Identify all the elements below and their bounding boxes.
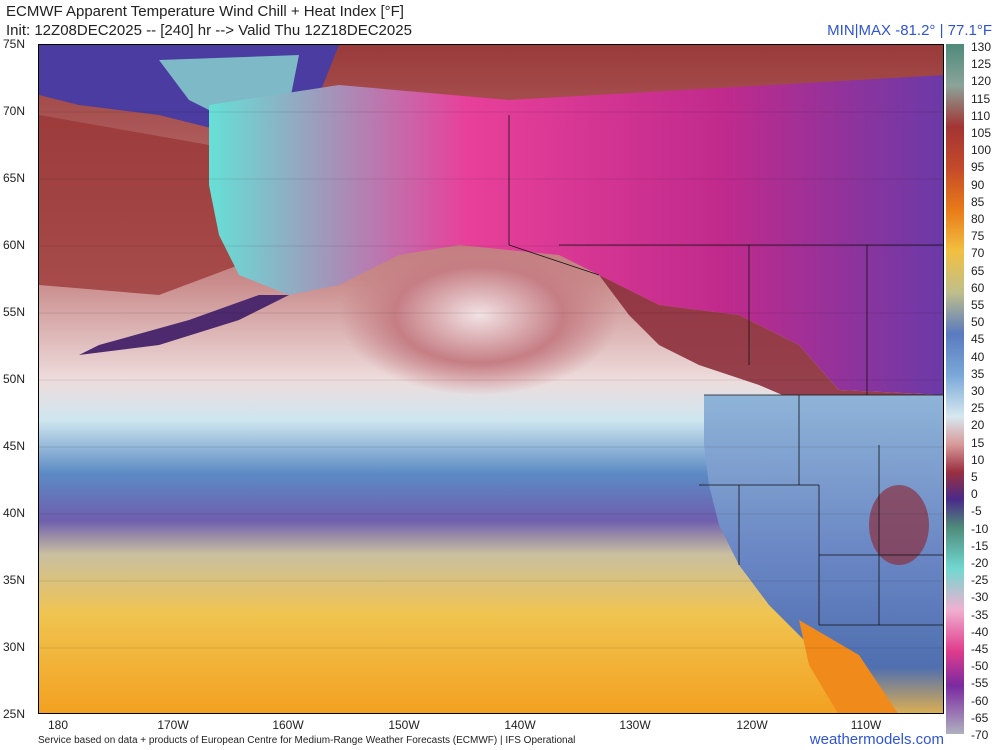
colorbar-tick-label: 60: [971, 280, 985, 295]
colorbar-tick-label: 70: [971, 246, 985, 261]
lon-label: 150W: [388, 718, 420, 732]
colorbar: [946, 44, 964, 734]
lat-label: 35N: [3, 573, 26, 587]
colorbar-tick-label: 85: [971, 194, 985, 209]
colorbar-tick-label: -65: [971, 710, 989, 725]
lat-label: 45N: [3, 439, 26, 453]
political-borders: [508, 115, 943, 626]
colorbar-tick-label: -30: [971, 590, 989, 605]
colorbar-tick-label: -25: [971, 573, 989, 588]
colorbar-tick-label: 0: [971, 487, 978, 502]
lat-label: 60N: [3, 238, 26, 252]
storm-low-feature: [339, 235, 619, 395]
colorbar-tick-label: 10: [971, 452, 985, 467]
colorbar-tick-label: 100: [971, 143, 992, 158]
colorbar-tick-label: 95: [971, 160, 985, 175]
colorbar-tick-label: 35: [971, 366, 985, 381]
colorbar-tick-label: 15: [971, 435, 985, 450]
lat-label: 75N: [3, 37, 26, 51]
colorbar-tick-label: -15: [971, 538, 989, 553]
lon-label: 110W: [850, 718, 882, 732]
rockies-warm-spot: [869, 485, 929, 565]
colorbar-tick-label: -45: [971, 642, 989, 656]
brand-link[interactable]: weathermodels.com: [809, 731, 944, 748]
colorbar-tick-label: 40: [971, 349, 985, 364]
colorbar-tick-label: 65: [971, 263, 985, 278]
min-max-readout: MIN|MAX -81.2° | 77.1°F: [827, 22, 992, 39]
colorbar-tick-label: 120: [971, 74, 992, 89]
colorbar-tick-label: 25: [971, 401, 985, 416]
lon-label: 170W: [157, 718, 189, 732]
lat-label: 65N: [3, 171, 26, 185]
colorbar-tick-label: 5: [971, 470, 978, 484]
baja-warm-region: [799, 620, 898, 713]
lon-label: 130W: [619, 718, 651, 732]
lon-label: 140W: [504, 718, 536, 732]
colorbar-tick-label: 50: [971, 315, 985, 330]
colorbar-tick-label: -50: [971, 659, 989, 674]
colorbar-tick-label: 125: [971, 57, 992, 72]
western-us-land: [704, 395, 943, 713]
lon-label: 160W: [272, 718, 304, 732]
colorbar-tick-label: 80: [971, 212, 985, 226]
data-credit: Service based on data + products of Euro…: [38, 735, 576, 746]
lat-label: 30N: [3, 640, 26, 654]
colorbar-tick-label: -10: [971, 521, 989, 536]
colorbar-tick-label: -40: [971, 624, 989, 639]
lat-label: 25N: [3, 707, 26, 721]
colorbar-tick-label: 45: [971, 332, 985, 347]
colorbar-tick-label: 90: [971, 177, 985, 192]
colorbar-tick-label: 75: [971, 229, 985, 244]
alaska-canada-land: [209, 75, 943, 395]
alaska-peninsula: [79, 295, 289, 355]
map-canvas: [39, 45, 943, 713]
colorbar-tick-label: 130: [971, 40, 992, 54]
colorbar-tick-label: 110: [971, 108, 991, 123]
colorbar-tick-label: 55: [971, 298, 985, 312]
colorbar-tick-label: -55: [971, 676, 989, 691]
colorbar-tick-label: 30: [971, 384, 985, 398]
colorbar-tick-label: 105: [971, 126, 992, 140]
lat-label: 40N: [3, 506, 26, 520]
lat-label: 50N: [3, 372, 26, 386]
lon-label: 180: [47, 718, 69, 732]
colorbar-tick-label: -70: [971, 728, 989, 742]
coastal-warm-band: [599, 275, 943, 420]
bering-warm-region: [39, 115, 239, 295]
lat-label: 70N: [3, 104, 26, 118]
colorbar-tick-label: -5: [971, 504, 982, 519]
colorbar-tick-label: 20: [971, 418, 985, 433]
lat-label: 55N: [3, 305, 26, 319]
colorbar-tick-label: -60: [971, 693, 989, 708]
temperature-map: [38, 44, 944, 714]
lon-label: 120W: [736, 718, 768, 732]
colorbar-tick-label: 115: [971, 91, 991, 106]
map-title: ECMWF Apparent Temperature Wind Chill + …: [6, 3, 404, 20]
map-subtitle: Init: 12Z08DEC2025 -- [240] hr --> Valid…: [6, 22, 412, 39]
colorbar-tick-label: -35: [971, 607, 989, 622]
colorbar-tick-label: -20: [971, 556, 989, 570]
map-graticule: [39, 111, 943, 649]
